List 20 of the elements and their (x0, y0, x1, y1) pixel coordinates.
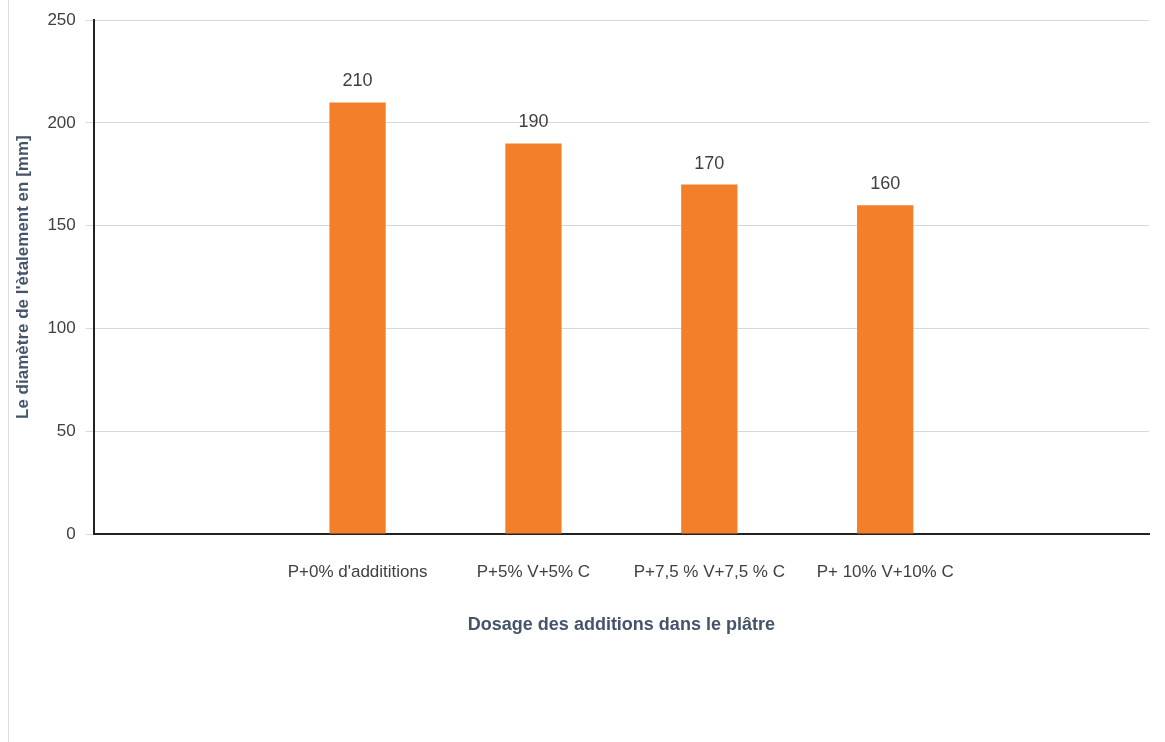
data-label: 190 (518, 111, 549, 132)
x-tick-label: P+5% V+5% C (476, 561, 591, 581)
x-tick-label: P+ 10% V+10% C (816, 561, 954, 581)
bar (681, 184, 738, 534)
data-label: 210 (342, 70, 373, 91)
y-tick-label: 100 (47, 318, 76, 338)
y-tick-label: 200 (47, 112, 76, 132)
y-axis-title: Le diamètre de l'ètalement en [mm] (12, 135, 32, 419)
bar (505, 143, 562, 534)
data-label: 160 (870, 173, 901, 194)
x-tick-label: P+0% d'addititions (287, 561, 428, 581)
bar (857, 205, 914, 534)
x-axis-title: Dosage des additions dans le plâtre (467, 614, 775, 635)
bar (329, 102, 386, 534)
y-tick-label: 150 (47, 215, 76, 235)
y-tick-label: 250 (47, 9, 76, 29)
y-tick-label: 0 (66, 523, 76, 543)
y-tick-label: 50 (56, 420, 76, 440)
data-label: 170 (694, 152, 725, 173)
x-tick-label: P+7,5 % V+7,5 % C (633, 561, 785, 581)
